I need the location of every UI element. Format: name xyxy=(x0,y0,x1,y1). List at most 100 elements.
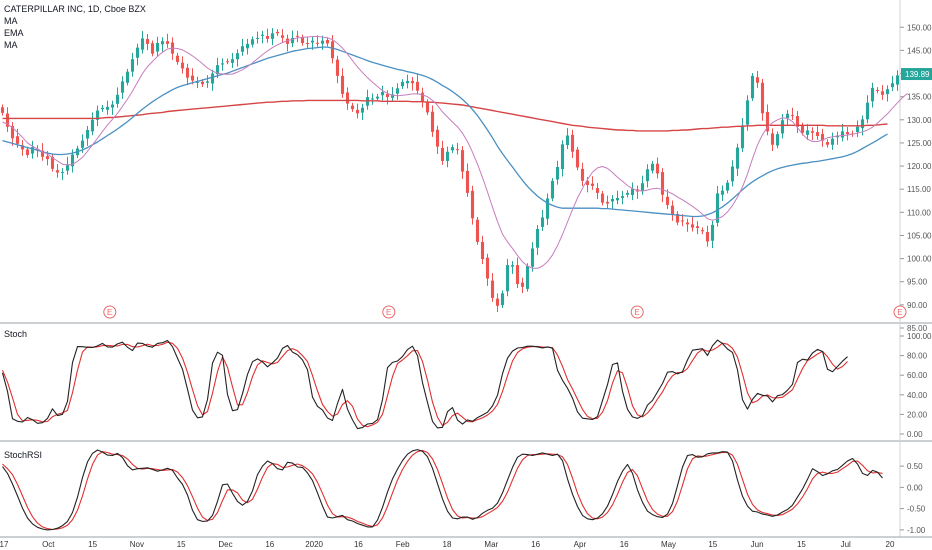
candle-body xyxy=(385,94,390,98)
candle-body xyxy=(5,113,10,127)
candle-body xyxy=(585,180,590,186)
candle-body xyxy=(475,219,480,242)
time-tick-label: 15 xyxy=(88,540,97,549)
candle-body xyxy=(580,168,585,181)
candle-body xyxy=(175,55,180,62)
candle-body xyxy=(830,138,835,145)
candle-body xyxy=(565,135,570,146)
candle-body xyxy=(540,217,545,227)
candle-body xyxy=(495,298,500,306)
candle-body xyxy=(380,92,385,96)
candle-body xyxy=(270,33,275,39)
time-tick-label: Jun xyxy=(751,540,764,549)
price-tick-label: 95.00 xyxy=(907,278,928,287)
earnings-marker-label: E xyxy=(897,308,902,317)
candle-body xyxy=(815,132,820,136)
time-tick-label: 2020 xyxy=(305,540,323,549)
candle-body xyxy=(550,180,555,199)
time-tick-label: Mar xyxy=(484,540,498,549)
indicator-label-ema[interactable]: EMA xyxy=(4,28,24,38)
time-tick-label: 18 xyxy=(443,540,452,549)
candle-body xyxy=(395,88,400,94)
candle-body xyxy=(355,109,360,114)
stoch-tick-label: 60.00 xyxy=(907,371,928,380)
candle-body xyxy=(135,47,140,58)
candle-body xyxy=(510,265,515,267)
stochrsi-tick-label: 0.50 xyxy=(907,462,923,471)
candle-body xyxy=(555,166,560,180)
candle-body xyxy=(870,87,875,102)
candle-body xyxy=(300,37,305,43)
candle-body xyxy=(775,134,780,146)
stochrsi-tick-label: 0.00 xyxy=(907,483,923,492)
earnings-marker xyxy=(382,305,396,319)
candle-body xyxy=(620,196,625,198)
time-tick-label: 15 xyxy=(708,540,717,549)
candle-body xyxy=(810,131,815,133)
candle-body xyxy=(535,228,540,248)
stochrsi-d-line xyxy=(2,449,883,531)
candle-body xyxy=(360,107,365,113)
candle-body xyxy=(700,230,705,232)
candle-body xyxy=(730,166,735,182)
candle-body xyxy=(545,198,550,219)
candle-body xyxy=(675,213,680,223)
candle-body xyxy=(725,182,730,191)
candle-body xyxy=(330,41,335,59)
stoch-pane-label[interactable]: Stoch xyxy=(4,329,28,339)
candle-body xyxy=(295,35,300,37)
indicator-label-ma-1[interactable]: MA xyxy=(4,16,18,26)
candle-body xyxy=(220,63,225,65)
stoch-tick-label: 20.00 xyxy=(907,410,928,419)
candle-body xyxy=(155,42,160,52)
candle-body xyxy=(435,129,440,147)
time-tick-label: 20 xyxy=(886,540,895,549)
candle-body xyxy=(315,42,320,44)
stochrsi-pane-label[interactable]: StochRSI xyxy=(4,450,43,460)
price-tick-label: 145.00 xyxy=(907,46,932,55)
candle-body xyxy=(785,113,790,119)
candle-body xyxy=(400,81,405,87)
candle-body xyxy=(570,134,575,152)
stoch-tick-label: 0.00 xyxy=(907,430,923,439)
stoch-tick-label: 100.00 xyxy=(907,332,932,341)
candle-body xyxy=(520,282,525,287)
indicator-label-ma-2[interactable]: MA xyxy=(4,40,18,50)
candle-body xyxy=(655,163,660,174)
price-tick-label: 120.00 xyxy=(907,162,932,171)
candle-body xyxy=(450,147,455,151)
candle-body xyxy=(345,92,350,104)
candle-body xyxy=(855,126,860,133)
candle-body xyxy=(805,130,810,135)
candle-body xyxy=(665,196,670,205)
candle-body xyxy=(130,59,135,72)
ma-fast-line xyxy=(2,36,908,269)
last-price-badge xyxy=(901,68,932,81)
candle-body xyxy=(795,116,800,127)
candle-body xyxy=(420,92,425,102)
candle-body xyxy=(735,147,740,169)
candle-body xyxy=(750,75,755,99)
ma-slow-line xyxy=(2,99,888,132)
candle-body xyxy=(250,39,255,45)
price-tick-label: 130.00 xyxy=(907,116,932,125)
candle-body xyxy=(280,35,285,38)
candle-body xyxy=(335,59,340,76)
candle-body xyxy=(865,102,870,120)
candle-body xyxy=(500,293,505,306)
candle-body xyxy=(80,140,85,148)
candle-body xyxy=(615,197,620,201)
candle-body xyxy=(470,190,475,219)
earnings-marker-label: E xyxy=(386,308,391,317)
stochrsi-tick-label: -0.50 xyxy=(907,505,926,514)
time-tick-label: Oct xyxy=(42,540,55,549)
time-tick-label: Nov xyxy=(130,540,144,549)
candle-body xyxy=(605,201,610,204)
stochrsi-k-line xyxy=(2,449,883,531)
candle-body xyxy=(780,120,785,134)
candle-body xyxy=(515,265,520,285)
candle-body xyxy=(40,150,45,157)
candle-body xyxy=(600,193,605,203)
candle-body xyxy=(445,151,450,161)
